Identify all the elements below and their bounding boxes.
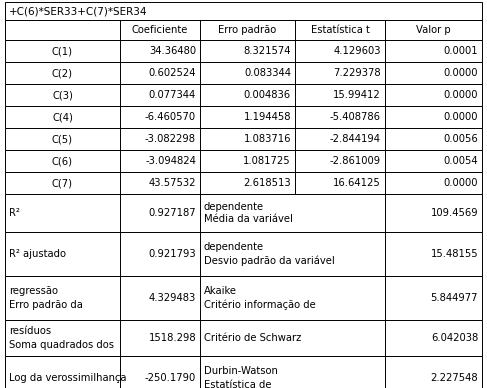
Bar bbox=[5, 128, 482, 150]
Text: dependente: dependente bbox=[204, 242, 264, 253]
Text: 0.0056: 0.0056 bbox=[443, 134, 478, 144]
Text: 0.004836: 0.004836 bbox=[244, 90, 291, 100]
Bar bbox=[5, 106, 482, 128]
Text: Critério de Schwarz: Critério de Schwarz bbox=[204, 333, 301, 343]
Bar bbox=[5, 40, 482, 62]
Bar bbox=[5, 194, 482, 232]
Text: 2.618513: 2.618513 bbox=[244, 178, 291, 188]
Text: 6.042038: 6.042038 bbox=[431, 333, 478, 343]
Bar bbox=[5, 20, 482, 40]
Text: 0.921793: 0.921793 bbox=[149, 249, 196, 259]
Bar bbox=[5, 84, 482, 106]
Text: R²: R² bbox=[9, 208, 20, 218]
Text: 0.0001: 0.0001 bbox=[443, 46, 478, 56]
Text: 7.229378: 7.229378 bbox=[334, 68, 381, 78]
Bar bbox=[5, 320, 482, 356]
Text: 4.329483: 4.329483 bbox=[149, 293, 196, 303]
Text: -3.082298: -3.082298 bbox=[145, 134, 196, 144]
Text: Coeficiente: Coeficiente bbox=[132, 25, 188, 35]
Text: 34.36480: 34.36480 bbox=[149, 46, 196, 56]
Text: -6.460570: -6.460570 bbox=[145, 112, 196, 122]
Text: -5.408786: -5.408786 bbox=[330, 112, 381, 122]
Bar bbox=[5, 2, 482, 20]
Text: 0.0000: 0.0000 bbox=[444, 90, 478, 100]
Text: Soma quadrados dos: Soma quadrados dos bbox=[9, 340, 114, 350]
Text: 0.0054: 0.0054 bbox=[443, 156, 478, 166]
Text: 0.0000: 0.0000 bbox=[444, 178, 478, 188]
Text: Log da verossimilhança: Log da verossimilhança bbox=[9, 373, 127, 383]
Text: C(2): C(2) bbox=[52, 68, 73, 78]
Text: C(7): C(7) bbox=[52, 178, 73, 188]
Bar bbox=[5, 356, 482, 388]
Text: -250.1790: -250.1790 bbox=[145, 373, 196, 383]
Text: 1.083716: 1.083716 bbox=[244, 134, 291, 144]
Text: 0.602524: 0.602524 bbox=[149, 68, 196, 78]
Text: R² ajustado: R² ajustado bbox=[9, 249, 66, 259]
Text: 1.081725: 1.081725 bbox=[244, 156, 291, 166]
Text: 5.844977: 5.844977 bbox=[431, 293, 478, 303]
Text: 0.927187: 0.927187 bbox=[149, 208, 196, 218]
Text: Critério informação de: Critério informação de bbox=[204, 299, 316, 310]
Text: -2.861009: -2.861009 bbox=[330, 156, 381, 166]
Text: 8.321574: 8.321574 bbox=[244, 46, 291, 56]
Text: 0.077344: 0.077344 bbox=[149, 90, 196, 100]
Text: Durbin-Watson: Durbin-Watson bbox=[204, 367, 278, 376]
Text: resíduos: resíduos bbox=[9, 326, 51, 336]
Text: 4.129603: 4.129603 bbox=[334, 46, 381, 56]
Text: Média da variável: Média da variável bbox=[204, 215, 293, 225]
Text: dependente: dependente bbox=[204, 201, 264, 211]
Text: -2.844194: -2.844194 bbox=[330, 134, 381, 144]
Bar bbox=[5, 232, 482, 276]
Text: 16.64125: 16.64125 bbox=[333, 178, 381, 188]
Text: 0.083344: 0.083344 bbox=[244, 68, 291, 78]
Text: Estatística t: Estatística t bbox=[311, 25, 370, 35]
Text: 43.57532: 43.57532 bbox=[149, 178, 196, 188]
Text: C(6): C(6) bbox=[52, 156, 73, 166]
Text: 1518.298: 1518.298 bbox=[149, 333, 196, 343]
Bar bbox=[5, 172, 482, 194]
Text: C(1): C(1) bbox=[52, 46, 73, 56]
Text: 109.4569: 109.4569 bbox=[431, 208, 478, 218]
Text: Erro padrão da: Erro padrão da bbox=[9, 300, 83, 310]
Bar bbox=[5, 276, 482, 320]
Text: Erro padrão: Erro padrão bbox=[218, 25, 277, 35]
Text: Estatística de: Estatística de bbox=[204, 379, 271, 388]
Text: C(3): C(3) bbox=[52, 90, 73, 100]
Text: 2.227548: 2.227548 bbox=[431, 373, 478, 383]
Text: 15.48155: 15.48155 bbox=[431, 249, 478, 259]
Text: Valor p: Valor p bbox=[416, 25, 451, 35]
Text: regressão: regressão bbox=[9, 286, 58, 296]
Text: C(5): C(5) bbox=[52, 134, 73, 144]
Text: 0.0000: 0.0000 bbox=[444, 112, 478, 122]
Text: 0.0000: 0.0000 bbox=[444, 68, 478, 78]
Text: 15.99412: 15.99412 bbox=[333, 90, 381, 100]
Text: C(4): C(4) bbox=[52, 112, 73, 122]
Text: +C(6)*SER33+C(7)*SER34: +C(6)*SER33+C(7)*SER34 bbox=[9, 6, 148, 16]
Text: 1.194458: 1.194458 bbox=[244, 112, 291, 122]
Text: -3.094824: -3.094824 bbox=[145, 156, 196, 166]
Text: Akaike: Akaike bbox=[204, 286, 237, 296]
Bar bbox=[5, 150, 482, 172]
Text: Desvio padrão da variável: Desvio padrão da variável bbox=[204, 255, 335, 266]
Bar bbox=[5, 62, 482, 84]
